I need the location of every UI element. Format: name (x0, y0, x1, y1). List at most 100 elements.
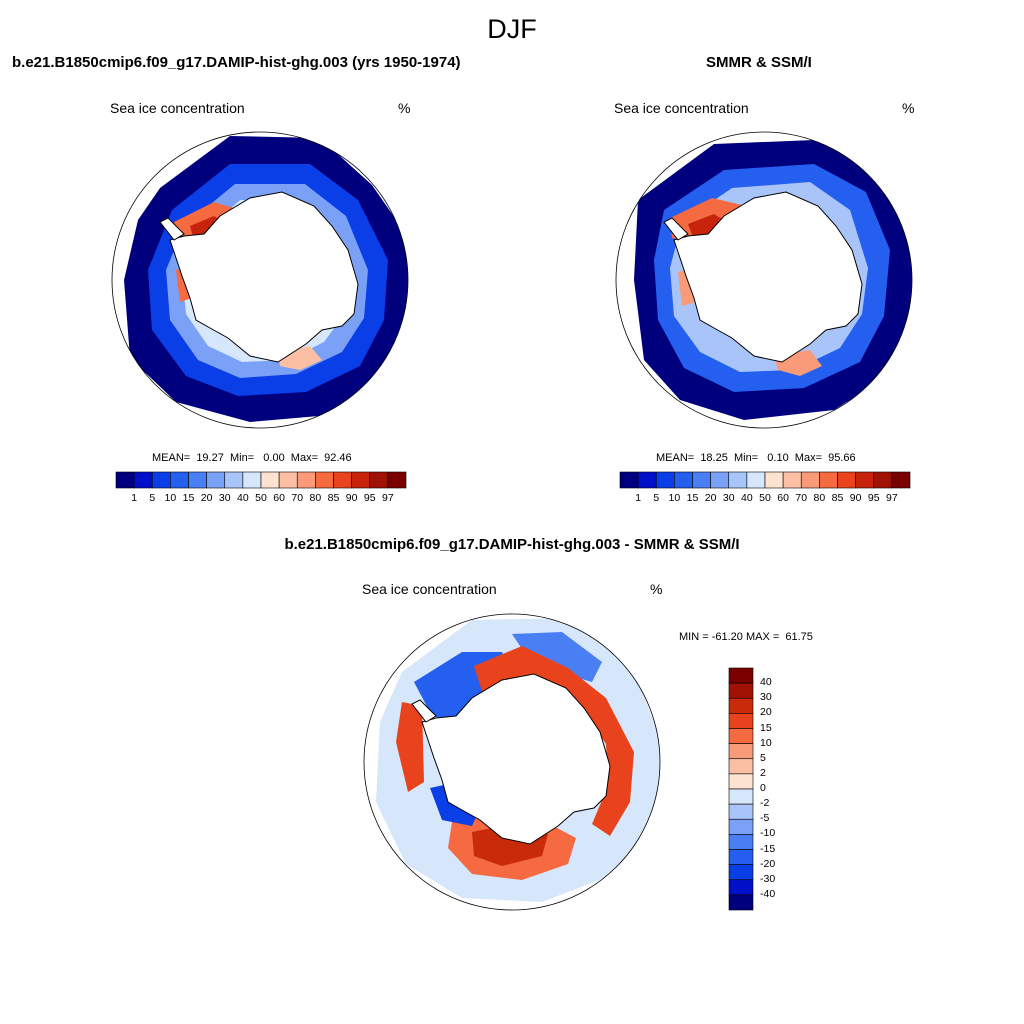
diff-antarctic-peninsula (411, 699, 437, 723)
diff-colorbar-tick-label: -2 (760, 797, 770, 810)
model-colorbar-swatch (296, 471, 316, 489)
diff-colorbar-tick-label: -5 (760, 812, 770, 825)
diff-eastern-increase (474, 646, 634, 836)
diff-polar-map (363, 613, 661, 911)
obs-variable-label: Sea ice concentration (614, 100, 749, 116)
model-colorbar-tick-label: 5 (149, 492, 156, 504)
figure-title: DJF (487, 14, 537, 44)
diff-colorbar-tick-label: 40 (760, 676, 772, 689)
model-colorbar-swatch (242, 471, 262, 489)
diff-colorbar (728, 667, 754, 911)
diff-colorbar-tick-label: 30 (760, 691, 772, 704)
model-stats-text: MEAN= 19.27 Min= 0.00 Max= 92.46 (152, 452, 352, 464)
model-antarctica-landmass (169, 191, 359, 363)
diff-colorbar-tick-label: -15 (760, 842, 776, 855)
obs-colorbar-swatch (837, 471, 856, 489)
diff-variable-label: Sea ice concentration (362, 581, 497, 597)
model-antarctic-peninsula (159, 217, 185, 241)
model-colorbar-tick-label: 97 (382, 492, 394, 504)
obs-map-boundary (615, 131, 913, 429)
diff-colorbar-swatch (728, 818, 754, 835)
diff-colorbar-tick-label: 10 (760, 736, 772, 749)
obs-colorbar-swatch (746, 471, 766, 489)
diff-colorbar-tick-label: 5 (760, 751, 766, 764)
diff-colorbar-swatch (728, 864, 754, 881)
obs-stats-text: MEAN= 18.25 Min= 0.10 Max= 95.66 (656, 452, 856, 464)
obs-colorbar-tick-label: 1 (635, 492, 642, 504)
diff-antarctica-landmass (421, 673, 611, 845)
diff-colorbar-tick-label: 2 (760, 766, 766, 779)
obs-colorbar-tick-label: 5 (653, 492, 660, 504)
model-colorbar-swatch (115, 471, 135, 489)
model-colorbar-tick-label: 30 (218, 492, 231, 504)
model-colorbar-tick-label: 15 (182, 492, 195, 504)
model-colorbar-swatch (260, 471, 280, 489)
model-colorbar-swatch (315, 471, 334, 489)
diff-colorbar-swatch (728, 849, 754, 865)
obs-panel-title: SMMR & SSM/I (706, 54, 812, 71)
diff-colorbar-tick-label: -20 (760, 857, 776, 870)
obs-colorbar-swatch (655, 471, 675, 489)
obs-colorbar-tick-label: 10 (668, 492, 681, 504)
obs-colorbar-tick-label: 20 (704, 492, 717, 504)
obs-colorbar-tick-label: 90 (849, 492, 862, 504)
diff-colorbar-swatch (728, 894, 754, 911)
diff-panel-title: b.e21.B1850cmip6.f09_g17.DAMIP-hist-ghg.… (284, 536, 740, 553)
model-colorbar-swatch (151, 471, 171, 489)
diff-colorbar-swatch (728, 743, 754, 760)
obs-colorbar-swatch (692, 471, 711, 489)
diff-colorbar-swatch (728, 773, 754, 790)
diff-colorbar-swatch (728, 697, 754, 714)
diff-units-label: % (650, 581, 663, 597)
diff-colorbar-tick-label: 15 (760, 721, 772, 734)
obs-colorbar-swatch (674, 471, 693, 489)
diff-colorbar-swatch (728, 803, 754, 820)
model-colorbar-tick-label: 80 (309, 492, 322, 504)
diff-colorbar-swatch (728, 879, 754, 896)
diff-colorbar-tick-label: -40 (760, 887, 776, 900)
diff-stats-text: MIN = -61.20 MAX = 61.75 (679, 631, 813, 643)
obs-colorbar-tick-label: 95 (867, 492, 880, 504)
diff-colorbar-tick-label: 20 (760, 706, 772, 719)
diff-colorbar-tick-label: -10 (760, 827, 776, 840)
model-colorbar-tick-label: 50 (255, 492, 267, 504)
diff-colorbar-swatch (728, 758, 754, 775)
model-colorbar-tick-label: 40 (237, 492, 249, 504)
model-colorbar-swatch (333, 471, 352, 489)
diff-east-decrease (512, 632, 602, 682)
model-colorbar-tick-label: 20 (200, 492, 213, 504)
obs-colorbar-tick-label: 15 (686, 492, 699, 504)
obs-colorbar-swatch (728, 471, 748, 489)
model-colorbar (115, 471, 407, 489)
obs-colorbar-swatch (800, 471, 820, 489)
obs-colorbar-swatch (764, 471, 784, 489)
model-colorbar-swatch (387, 471, 407, 489)
model-colorbar-swatch (170, 471, 189, 489)
model-variable-label: Sea ice concentration (110, 100, 245, 116)
obs-colorbar-swatch (619, 471, 639, 489)
obs-colorbar-swatch (819, 471, 838, 489)
model-colorbar-swatch (206, 471, 226, 489)
obs-antarctic-peninsula (663, 217, 689, 241)
model-colorbar-tick-label: 85 (327, 492, 340, 504)
model-colorbar-tick-label: 70 (291, 492, 304, 504)
diff-colorbar-tick-label: 0 (760, 782, 766, 794)
obs-polar-map (615, 131, 913, 429)
obs-colorbar-swatch (891, 471, 911, 489)
diff-colorbar-swatch (728, 713, 754, 729)
obs-colorbar-swatch (855, 471, 875, 489)
obs-colorbar-swatch (873, 471, 893, 489)
obs-colorbar-tick-label: 40 (741, 492, 753, 504)
model-colorbar-swatch (188, 471, 207, 489)
obs-antarctica-landmass (673, 191, 863, 363)
obs-colorbar-tick-label: 80 (813, 492, 826, 504)
obs-colorbar (619, 471, 911, 489)
model-colorbar-swatch (278, 471, 298, 489)
model-colorbar-swatch (133, 471, 153, 489)
model-map-boundary (111, 131, 409, 429)
obs-colorbar-swatch (782, 471, 802, 489)
obs-colorbar-tick-label: 50 (759, 492, 771, 504)
model-colorbar-tick-label: 10 (164, 492, 177, 504)
model-polar-map (111, 131, 409, 429)
diff-colorbar-swatch (728, 788, 754, 805)
